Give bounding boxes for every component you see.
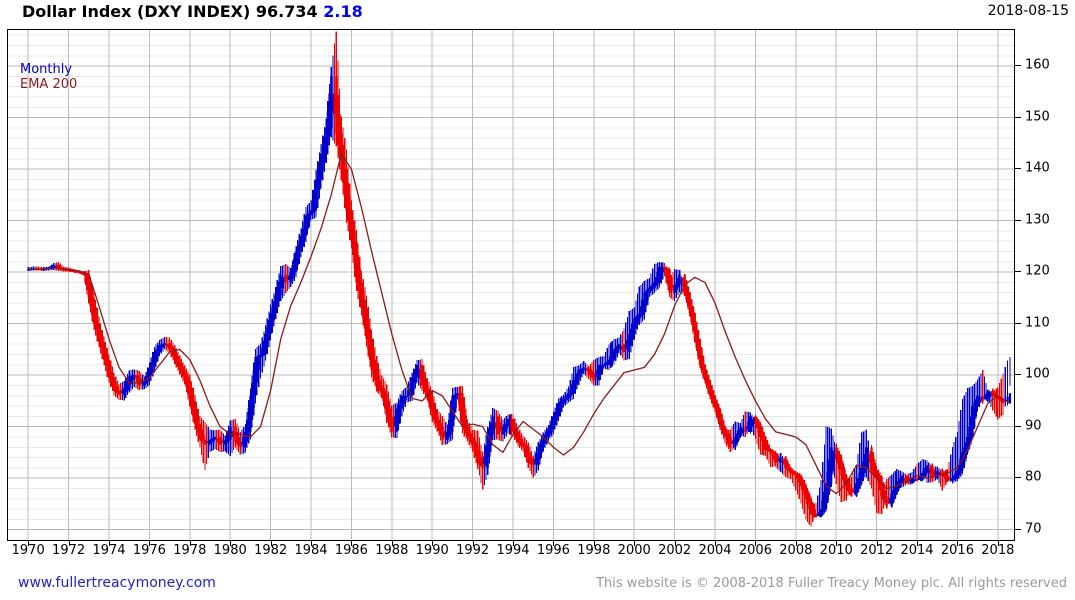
y-axis-tick	[1015, 477, 1021, 479]
x-axis-label: 1988	[375, 543, 409, 558]
x-axis-label: 2012	[860, 543, 894, 558]
y-axis-label: 160	[1025, 57, 1050, 73]
x-axis-tick	[28, 541, 30, 546]
chart-header: Dollar Index (DXY INDEX) 96.734 2.18 201…	[0, 0, 1075, 28]
x-axis-tick	[270, 541, 272, 546]
x-axis-tick	[189, 541, 191, 546]
x-axis-tick	[230, 541, 232, 546]
x-axis-label: 2008	[779, 543, 813, 558]
y-axis-label: 130	[1025, 212, 1050, 228]
y-axis-tick	[1015, 322, 1021, 324]
x-axis-label: 1978	[173, 543, 207, 558]
x-axis-tick	[311, 541, 312, 546]
last-price: 96.734	[255, 2, 318, 21]
y-axis-label: 70	[1025, 521, 1042, 537]
x-axis-tick	[472, 541, 474, 546]
x-axis-tick	[836, 541, 838, 546]
x-axis-tick	[513, 541, 515, 546]
x-axis-label: 1990	[415, 543, 449, 558]
y-axis-label: 120	[1025, 263, 1050, 279]
x-axis-tick	[957, 541, 959, 546]
copyright-notice: This website is © 2008-2018 Fuller Treac…	[596, 576, 1067, 591]
x-axis-label: 1982	[254, 543, 288, 558]
x-axis-label: 1992	[456, 543, 490, 558]
x-axis-tick	[755, 541, 757, 546]
y-axis-tick	[1015, 271, 1021, 273]
x-axis-tick	[68, 541, 70, 546]
x-axis-label: 2014	[900, 543, 934, 558]
x-axis-label: 1972	[52, 543, 86, 558]
x-axis-label: 1986	[334, 543, 368, 558]
x-axis-tick	[432, 541, 434, 546]
y-axis-tick	[1015, 116, 1021, 118]
x-axis-tick	[715, 541, 717, 546]
x-axis-tick	[351, 541, 353, 546]
plot-area[interactable]: Monthly EMA 200	[7, 29, 1015, 541]
y-axis-tick	[1015, 219, 1021, 221]
y-axis-label: 110	[1025, 315, 1050, 331]
x-axis-tick	[553, 541, 555, 546]
x-axis-tick	[109, 541, 110, 546]
y-axis-tick	[1015, 65, 1021, 67]
x-axis-label: 1974	[92, 543, 126, 558]
legend-item-price: Monthly	[20, 62, 73, 77]
x-axis-label: 1970	[11, 543, 45, 558]
x-axis-tick	[391, 541, 393, 546]
x-axis-label: 1996	[536, 543, 570, 558]
chart-legend: Monthly EMA 200	[20, 62, 77, 92]
x-axis-tick	[997, 541, 999, 546]
y-axis-tick	[1015, 425, 1021, 427]
plot-inner	[8, 30, 1014, 540]
y-axis-label: 80	[1025, 469, 1042, 485]
y-axis-tick	[1015, 168, 1021, 170]
chart-footer: www.fullertreacymoney.com This website i…	[0, 572, 1075, 598]
x-axis-label: 2000	[617, 543, 651, 558]
y-axis-label: 100	[1025, 366, 1050, 382]
x-axis-tick	[674, 541, 676, 546]
x-axis-tick	[593, 541, 595, 546]
x-axis-label: 1994	[496, 543, 530, 558]
site-url[interactable]: www.fullertreacymoney.com	[18, 575, 216, 591]
y-axis: 70 80 90 100 110 120 130 140 150 160	[1015, 29, 1075, 541]
x-axis-tick	[876, 541, 878, 546]
x-axis-label: 2018	[981, 543, 1015, 558]
y-axis-tick	[1015, 374, 1021, 376]
x-axis-label: 2006	[738, 543, 772, 558]
x-axis-label: 1984	[294, 543, 328, 558]
y-axis-label: 150	[1025, 109, 1050, 125]
x-axis-label: 1976	[132, 543, 166, 558]
y-axis-label: 90	[1025, 418, 1042, 434]
legend-item-ema: EMA 200	[20, 77, 78, 92]
chart-series	[27, 31, 1012, 527]
x-axis-label: 2010	[819, 543, 853, 558]
chart-gridlines	[8, 30, 1014, 540]
y-axis-label: 140	[1025, 160, 1050, 176]
price-change: 2.18	[323, 2, 363, 21]
instrument-name: Dollar Index (DXY INDEX)	[22, 2, 251, 21]
x-axis-label: 1998	[577, 543, 611, 558]
x-axis: 1970 1972 1974 1976 1978 1980 1982 1984 1986 1988…	[0, 541, 1075, 565]
x-axis-tick	[795, 541, 797, 546]
x-axis-tick	[917, 541, 919, 546]
x-axis-tick	[149, 541, 151, 546]
x-axis-label: 2016	[940, 543, 974, 558]
y-axis-tick	[1015, 528, 1021, 530]
x-axis-tick	[634, 541, 636, 546]
page-title: Dollar Index (DXY INDEX) 96.734 2.18	[22, 2, 363, 21]
x-axis-label: 1980	[213, 543, 247, 558]
x-axis-label: 2002	[658, 543, 692, 558]
chart-date: 2018-08-15	[987, 3, 1069, 19]
x-axis-label: 2004	[698, 543, 732, 558]
